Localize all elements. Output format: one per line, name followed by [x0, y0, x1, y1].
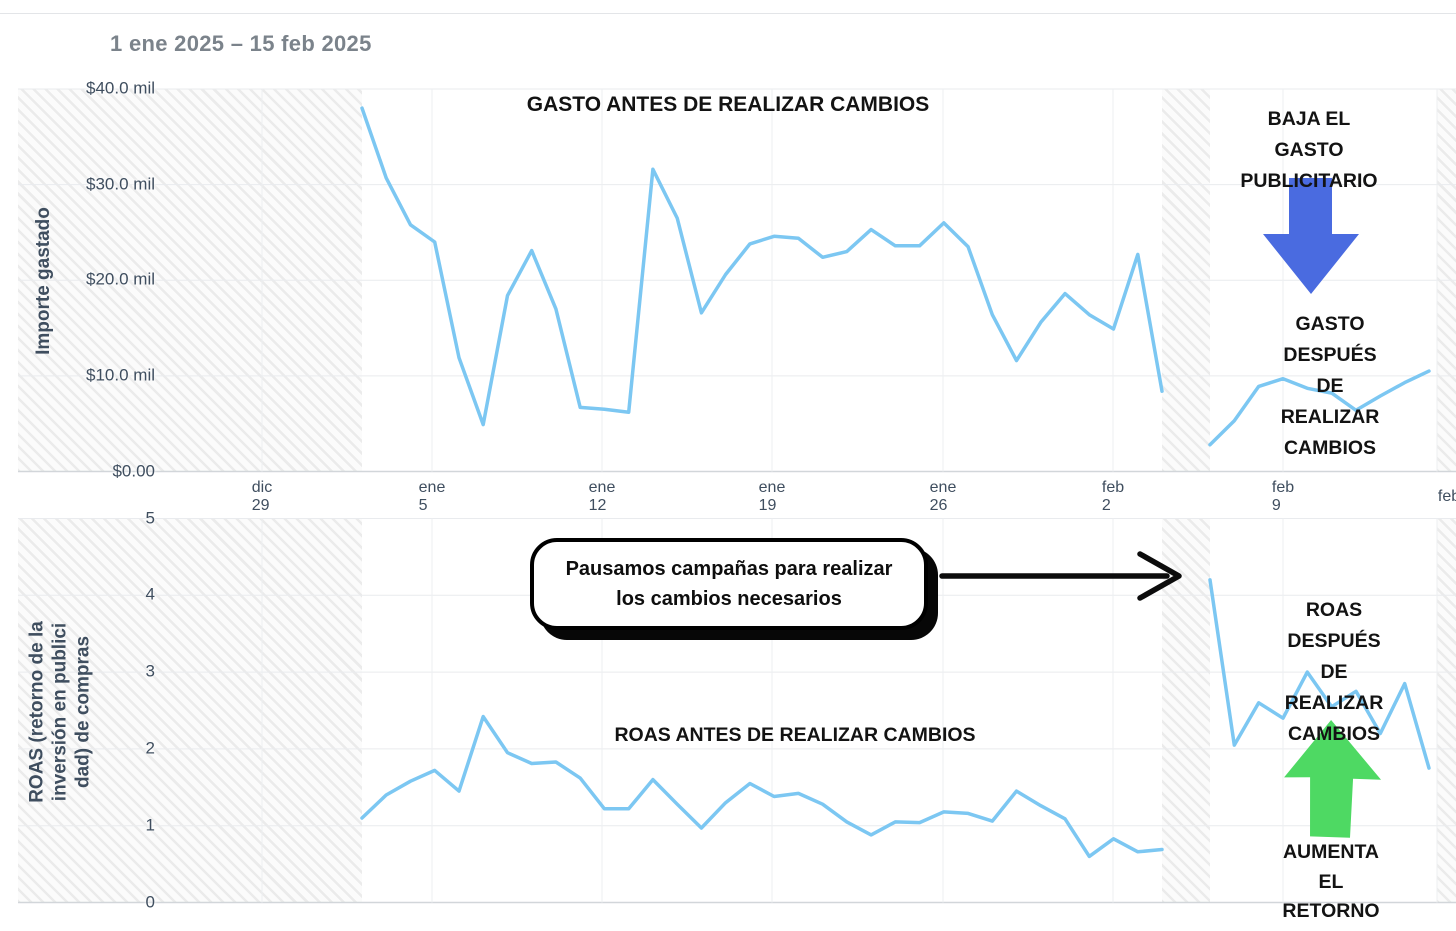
no-data-hatch-band — [1437, 518, 1456, 903]
top-divider — [0, 13, 1456, 14]
paused-campaigns-callout: Pausamos campañas para realizar los camb… — [530, 538, 928, 630]
green-up-arrow-icon — [1284, 720, 1382, 838]
roas-y-axis-label: ROAS (retorno de la inversión en publici… — [26, 621, 94, 803]
x-tick-label: ene 19 — [758, 479, 786, 514]
callout-arrow-head-icon — [1137, 551, 1182, 601]
importe-gastado-after-line — [1208, 369, 1431, 447]
y-tick-label: 1 — [145, 815, 155, 835]
annotation-spend-drop: BAJA EL GASTO PUBLICITARIO — [1240, 108, 1378, 192]
date-range-title: 1 ene 2025 – 15 feb 2025 — [110, 31, 372, 56]
x-tick-label: dic 29 — [251, 479, 273, 514]
roas-compras-after-line — [1208, 578, 1431, 770]
annotation-roas-increase: AUMENTA EL RETORNO DE LA INVERSIÓN — [1282, 841, 1380, 931]
y-tick-label: $30.0 mil — [86, 174, 155, 194]
y-tick-label: 3 — [145, 661, 155, 681]
no-data-hatch-band — [18, 518, 362, 903]
y-tick-label: $10.0 mil — [86, 365, 155, 385]
y-tick-label: 0 — [145, 892, 155, 912]
y-tick-label: $40.0 mil — [86, 78, 155, 98]
x-tick-label: ene 5 — [418, 479, 446, 514]
x-tick-label: ene 26 — [929, 479, 957, 514]
roas-compras-before-line — [360, 714, 1164, 859]
y-tick-label: $0.00 — [112, 461, 155, 481]
y-tick-label: $20.0 mil — [86, 269, 155, 289]
y-tick-label: 2 — [145, 738, 155, 758]
annotation-spend-before: GASTO ANTES DE REALIZAR CAMBIOS — [526, 93, 930, 116]
annotation-roas-before: ROAS ANTES DE REALIZAR CAMBIOS — [614, 724, 976, 746]
x-tick-label: feb — [1437, 488, 1456, 505]
x-tick-label: feb 9 — [1271, 479, 1295, 514]
annotation-spend-after: GASTO DESPUÉS DE REALIZAR CAMBIOS — [1280, 313, 1380, 459]
spend-y-axis-label: Importe gastado — [33, 207, 54, 355]
annotation-roas-after: ROAS DESPUÉS DE REALIZAR CAMBIOS — [1284, 599, 1384, 745]
importe-gastado-before-line — [360, 106, 1164, 427]
x-tick-label: ene 12 — [588, 479, 616, 514]
x-tick-label: feb 2 — [1101, 479, 1125, 514]
y-tick-label: 4 — [145, 584, 155, 604]
blue-down-arrow-icon — [1263, 178, 1359, 294]
y-tick-label: 5 — [145, 508, 155, 528]
